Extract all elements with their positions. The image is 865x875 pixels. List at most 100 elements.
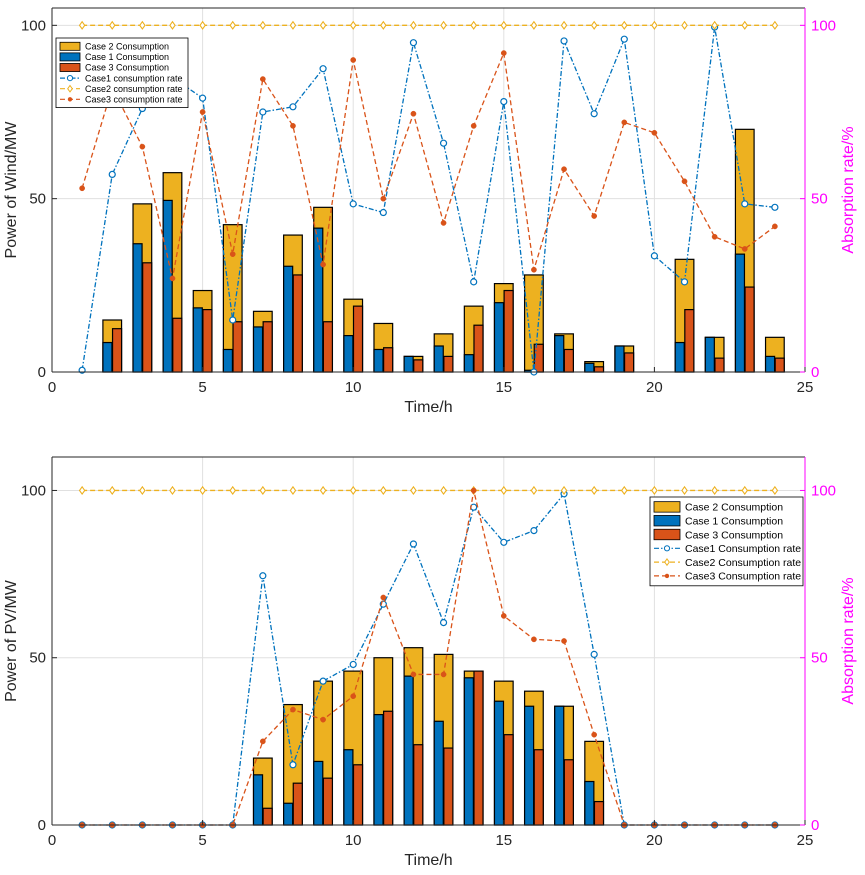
bar-case-3-consumption bbox=[383, 710, 394, 826]
y-axis-label-left: Power of Wind/MW bbox=[3, 121, 20, 259]
legend-swatch bbox=[59, 41, 81, 51]
marker-point bbox=[470, 20, 477, 30]
marker-point bbox=[319, 485, 327, 495]
marker-point bbox=[229, 20, 236, 30]
marker-point bbox=[320, 261, 326, 268]
y-axis-label-right: Absorption rate/% bbox=[840, 577, 857, 704]
bar-case-3-consumption bbox=[232, 321, 243, 373]
marker-point bbox=[560, 20, 568, 30]
bar-case-3-consumption bbox=[322, 321, 334, 373]
bar-case-3-consumption bbox=[202, 309, 213, 373]
marker-point bbox=[771, 203, 779, 211]
y-tick-label-left: 0 bbox=[38, 817, 46, 834]
marker-point bbox=[350, 57, 357, 63]
bar-case-3-consumption bbox=[623, 352, 635, 373]
bar-case-3-consumption bbox=[593, 800, 605, 826]
x-tick-label: 5 bbox=[198, 832, 206, 849]
marker-point bbox=[199, 20, 206, 30]
marker-point bbox=[229, 316, 237, 324]
bar-case-3-consumption bbox=[473, 324, 484, 373]
marker-point bbox=[349, 200, 357, 208]
bar-case-3-consumption bbox=[413, 744, 424, 826]
bar-case-3-consumption bbox=[352, 305, 364, 373]
marker-point bbox=[259, 738, 266, 745]
marker-point bbox=[500, 485, 508, 495]
legend-marker bbox=[67, 84, 73, 93]
legend-swatch bbox=[653, 501, 681, 513]
bar-case-1-consumption bbox=[433, 720, 444, 826]
bar-case-3-consumption bbox=[563, 759, 574, 826]
marker-point bbox=[531, 266, 537, 273]
marker-point bbox=[349, 485, 357, 495]
marker-point bbox=[560, 485, 568, 495]
marker-point bbox=[229, 485, 236, 495]
bar-case-3-consumption bbox=[503, 734, 514, 826]
marker-point bbox=[561, 166, 567, 173]
marker-point bbox=[590, 110, 598, 118]
marker-point bbox=[410, 485, 417, 495]
marker-point bbox=[621, 20, 628, 30]
bar-case-3-consumption bbox=[503, 289, 514, 373]
bar-case-1-consumption bbox=[584, 780, 595, 826]
marker-point bbox=[320, 716, 326, 723]
marker-point bbox=[410, 110, 417, 117]
bar-case-1-consumption bbox=[343, 749, 354, 826]
marker-point bbox=[621, 119, 628, 126]
marker-point bbox=[530, 20, 538, 30]
bar-case-3-consumption bbox=[744, 286, 755, 373]
marker-point bbox=[380, 485, 387, 495]
legend-label: Case 1 Consumption bbox=[685, 515, 783, 527]
bar-case-3-consumption bbox=[413, 359, 424, 373]
marker-point bbox=[289, 103, 297, 111]
bar-case-3-consumption bbox=[142, 262, 153, 373]
marker-point bbox=[108, 170, 116, 178]
x-tick-label: 0 bbox=[48, 379, 56, 396]
bar-case-3-consumption bbox=[774, 357, 785, 373]
bar-case-1-consumption bbox=[674, 341, 685, 373]
bar-case-1-consumption bbox=[554, 705, 565, 826]
marker-point bbox=[590, 650, 598, 658]
legend-label: Case2 Consumption rate bbox=[685, 557, 801, 569]
marker-point bbox=[681, 178, 688, 185]
marker-point bbox=[139, 485, 146, 495]
x-tick-label: 25 bbox=[797, 832, 814, 849]
legend-marker bbox=[66, 75, 74, 82]
legend-label: Case 3 Consumption bbox=[685, 529, 783, 541]
bar-case-1-consumption bbox=[373, 348, 384, 373]
marker-point bbox=[590, 20, 598, 30]
bar-case-1-consumption bbox=[252, 774, 264, 826]
line-case3-consumption-rate bbox=[81, 50, 776, 279]
marker-point bbox=[259, 108, 267, 116]
marker-point bbox=[591, 731, 598, 738]
marker-point bbox=[620, 35, 628, 43]
bar-case-1-consumption bbox=[283, 265, 294, 373]
bar-case-1-consumption bbox=[252, 326, 264, 373]
marker-point bbox=[531, 636, 537, 643]
legend-swatch bbox=[59, 52, 81, 62]
bar-case-3-consumption bbox=[443, 747, 454, 826]
legend-marker bbox=[664, 558, 670, 567]
marker-point bbox=[711, 485, 718, 495]
marker-point bbox=[440, 485, 447, 495]
legend-label: Case 2 Consumption bbox=[85, 42, 169, 52]
bar-case-1-consumption bbox=[222, 348, 234, 373]
legend-label: Case3 Consumption rate bbox=[685, 571, 801, 583]
bar-case-1-consumption bbox=[523, 705, 535, 826]
bar-case-1-consumption bbox=[614, 345, 625, 373]
x-tick-label: 20 bbox=[646, 379, 663, 396]
bar-case-1-consumption bbox=[313, 760, 324, 826]
y-axis-label-right: Absorption rate/% bbox=[840, 126, 857, 253]
bar-case-1-consumption bbox=[313, 227, 324, 373]
bar-case-1-consumption bbox=[162, 199, 173, 373]
x-tick-label: 10 bbox=[345, 832, 362, 849]
marker-point bbox=[289, 485, 297, 495]
marker-point bbox=[139, 143, 146, 150]
marker-point bbox=[741, 200, 749, 208]
y-tick-label-right: 50 bbox=[811, 191, 828, 208]
legend-marker bbox=[664, 573, 670, 579]
marker-point bbox=[650, 252, 659, 260]
y-tick-label-left: 100 bbox=[21, 17, 46, 34]
bar-case-1-consumption bbox=[704, 336, 715, 373]
